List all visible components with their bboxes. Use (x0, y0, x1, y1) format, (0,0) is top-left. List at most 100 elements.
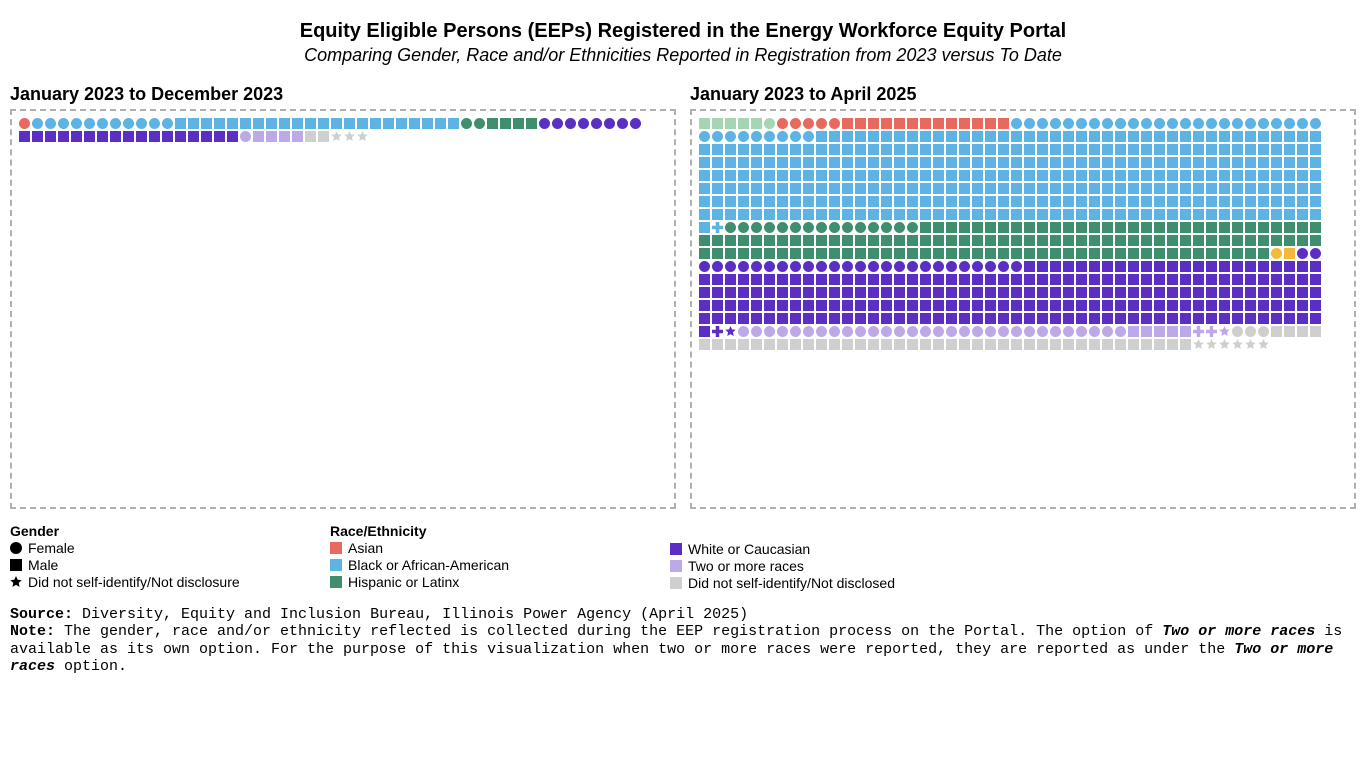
waffle-mark (972, 118, 983, 129)
waffle-mark (699, 222, 710, 233)
waffle-mark (829, 261, 840, 272)
waffle-mark (604, 118, 615, 129)
waffle-mark (1128, 144, 1139, 155)
waffle-mark (1154, 261, 1165, 272)
waffle-mark (1076, 274, 1087, 285)
waffle-mark (1154, 157, 1165, 168)
waffle-mark (985, 248, 996, 259)
waffle-row (698, 247, 1348, 260)
waffle-mark (751, 157, 762, 168)
waffle-mark (1271, 157, 1282, 168)
note-p3: option. (55, 658, 127, 675)
waffle-mark (751, 326, 762, 337)
waffle-mark (699, 196, 710, 207)
waffle-mark (803, 196, 814, 207)
waffle-mark (751, 339, 762, 350)
waffle-mark (1193, 300, 1204, 311)
waffle-mark (344, 131, 355, 142)
waffle-mark (725, 157, 736, 168)
waffle-mark (972, 274, 983, 285)
waffle-mark (1193, 222, 1204, 233)
waffle-mark (1219, 157, 1230, 168)
waffle-mark (972, 144, 983, 155)
waffle-mark (972, 326, 983, 337)
waffle-mark (1284, 300, 1295, 311)
waffle-mark (998, 222, 1009, 233)
waffle-mark (1232, 287, 1243, 298)
waffle-mark (474, 118, 485, 129)
waffle-mark (816, 248, 827, 259)
waffle-mark (1284, 157, 1295, 168)
waffle-mark (725, 209, 736, 220)
waffle-mark (1089, 222, 1100, 233)
legend-gender-label: Did not self-identify/Not disclosure (28, 574, 240, 590)
waffle-mark (946, 313, 957, 324)
waffle-mark (946, 157, 957, 168)
waffle-mark (816, 222, 827, 233)
waffle-mark (1076, 339, 1087, 350)
legend: Gender FemaleMaleDid not self-identify/N… (10, 523, 1356, 592)
panel-right-title: January 2023 to April 2025 (690, 84, 1356, 105)
waffle-mark (1232, 261, 1243, 272)
waffle-mark (816, 287, 827, 298)
waffle-mark (907, 209, 918, 220)
waffle-mark (1167, 170, 1178, 181)
waffle-mark (500, 118, 511, 129)
waffle-mark (764, 131, 775, 142)
waffle-mark (933, 131, 944, 142)
waffle-row (698, 273, 1348, 286)
waffle-mark (985, 274, 996, 285)
waffle-mark (1284, 326, 1295, 337)
waffle-mark (764, 170, 775, 181)
waffle-mark (933, 157, 944, 168)
waffle-mark (1115, 144, 1126, 155)
waffle-mark (1219, 131, 1230, 142)
waffle-mark (1089, 131, 1100, 142)
waffle-mark (1115, 157, 1126, 168)
waffle-mark (1141, 235, 1152, 246)
waffle-mark (1167, 196, 1178, 207)
waffle-mark (946, 274, 957, 285)
waffle-mark (1089, 118, 1100, 129)
waffle-mark (1141, 170, 1152, 181)
waffle-mark (933, 261, 944, 272)
waffle-mark (1167, 209, 1178, 220)
waffle-mark (1310, 196, 1321, 207)
waffle-mark (1232, 248, 1243, 259)
waffle-mark (998, 261, 1009, 272)
waffle-mark (1076, 300, 1087, 311)
waffle-mark (1011, 235, 1022, 246)
waffle-mark (855, 248, 866, 259)
waffle-mark (58, 118, 69, 129)
waffle-mark (1271, 287, 1282, 298)
waffle-mark (1284, 209, 1295, 220)
footnote: Source: Diversity, Equity and Inclusion … (10, 606, 1356, 675)
waffle-mark (738, 248, 749, 259)
waffle-mark (868, 261, 879, 272)
waffle-mark (1310, 261, 1321, 272)
waffle-mark (1115, 170, 1126, 181)
waffle-mark (751, 183, 762, 194)
waffle-mark (1245, 248, 1256, 259)
waffle-mark (1219, 287, 1230, 298)
chart-subtitle: Comparing Gender, Race and/or Ethnicitie… (10, 45, 1356, 66)
waffle-mark (1115, 183, 1126, 194)
legend-race-item: Black or African-American (330, 557, 670, 573)
waffle-mark (998, 248, 1009, 259)
waffle-mark (1258, 326, 1269, 337)
waffle-mark (1310, 157, 1321, 168)
waffle-mark (1180, 222, 1191, 233)
waffle-mark (881, 235, 892, 246)
waffle-mark (227, 131, 238, 142)
waffle-mark (764, 313, 775, 324)
waffle-mark (972, 170, 983, 181)
waffle-mark (1232, 300, 1243, 311)
waffle-mark (946, 144, 957, 155)
waffle-row (698, 260, 1348, 273)
waffle-mark (1232, 235, 1243, 246)
waffle-mark (842, 313, 853, 324)
waffle-mark (842, 118, 853, 129)
waffle-mark (803, 222, 814, 233)
waffle-mark (998, 300, 1009, 311)
waffle-mark (1141, 222, 1152, 233)
